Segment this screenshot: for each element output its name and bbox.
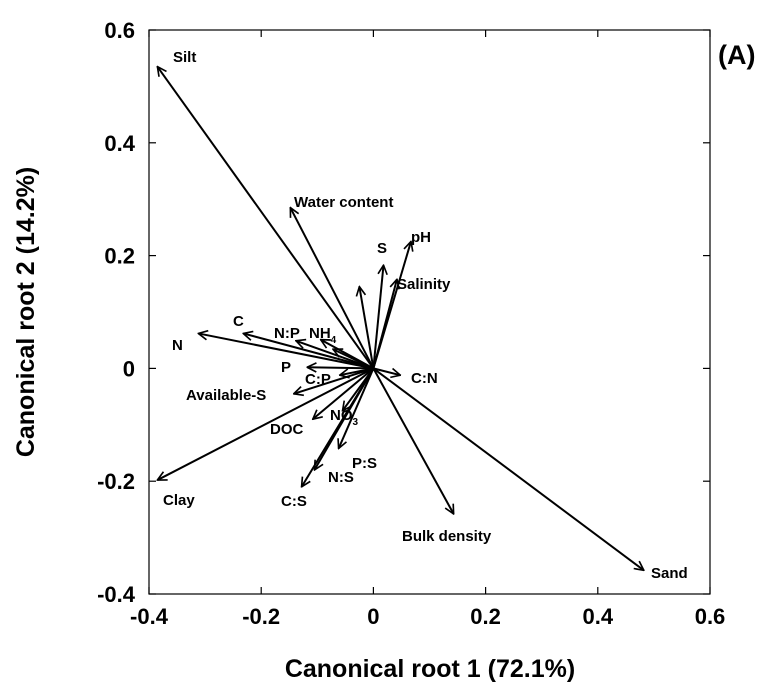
vector-doc [313,367,375,419]
vector-label-c-n: C:N [411,370,438,387]
panel-label: (A) [718,40,755,70]
vector-label-s: S [377,240,387,257]
y-tick-label-4: 0.4 [104,131,135,156]
vector-unlabeled-5 [359,287,375,369]
vector-label-c-p: C:P [305,371,331,388]
y-tick-label-1: -0.2 [97,469,135,494]
x-axis-title: Canonical root 1 (72.1%) [285,655,575,683]
vector-water-content [289,208,375,369]
vector-label-silt: Silt [173,49,196,66]
vector-s [372,265,383,369]
vector-available-s [294,367,374,393]
x-tick-label-3: 0.2 [470,604,501,629]
vector-label-ph: pH [411,229,431,246]
vector-label-salinity: Salinity [397,276,451,293]
vector-label-nh4: NH4 [309,325,337,346]
vector-label-sand: Sand [651,565,688,582]
vector-label-p-s: P:S [352,455,377,472]
vector-label-bulk-density: Bulk density [402,528,492,545]
vector-sand [372,367,643,570]
vector-c-s [302,367,375,486]
vector-unlabeled-10 [333,349,374,370]
vector-n [198,333,374,370]
x-tick-label-5: 0.6 [695,604,726,629]
x-tick-label-2: 0 [367,604,379,629]
vector-label-water-content: Water content [294,194,393,211]
vector-c-n [373,367,400,375]
vector-label-clay: Clay [163,492,195,509]
vector-clay [157,367,374,481]
axis-ticks [148,29,711,595]
vector-salinity [372,279,397,369]
y-tick-label-2: 0 [123,356,135,381]
y-tick-labels: -0.4 -0.2 0 0.2 0.4 0.6 [97,18,136,607]
vector-label-n-p: N:P [274,325,300,342]
y-tick-label-3: 0.2 [104,244,135,269]
plot-frame [148,29,711,595]
vector-label-n-s: N:S [328,469,354,486]
vector-label-no3: NO3 [330,407,359,428]
x-tick-labels: -0.4 -0.2 0 0.2 0.4 0.6 [130,604,725,629]
vector-label-doc: DOC [270,421,304,438]
vector-label-available-s: Available-S [186,387,266,404]
vector-c [243,333,374,370]
y-tick-label-5: 0.6 [104,18,135,43]
vector-label-n: N [172,337,183,354]
x-tick-label-4: 0.4 [583,604,614,629]
vector-label-c: C [233,313,244,330]
x-tick-label-0: -0.4 [130,604,169,629]
biplot-vectors [157,67,643,571]
vector-silt [157,67,375,369]
y-tick-label-0: -0.4 [97,582,136,607]
x-tick-label-1: -0.2 [242,604,280,629]
vector-p [307,367,374,368]
vector-labels: Silt Water content SpH Salinity C N N:P NH4 P C:P… [163,49,688,582]
vector-label-p: P [281,359,291,376]
vector-bulk-density [372,367,453,514]
y-axis-title: Canonical root 2 (14.2%) [12,167,40,457]
vector-label-c-s: C:S [281,493,307,510]
vector-p-s [339,368,375,448]
